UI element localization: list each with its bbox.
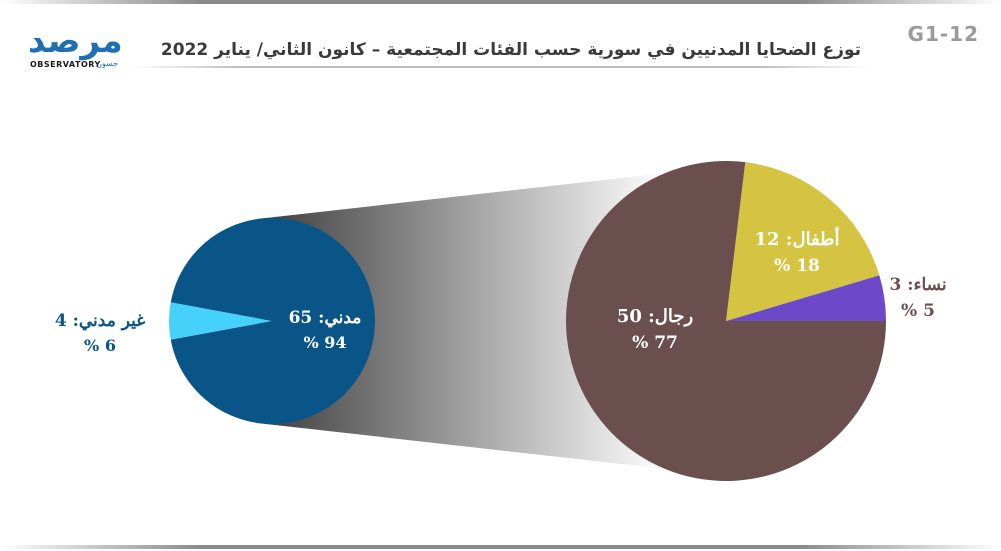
logo-subtitle: OBSERVATORY	[30, 60, 101, 69]
label-civilian-count: مدني: 65	[289, 308, 362, 328]
figure-code: G1-12	[907, 22, 979, 46]
slice-civilian	[170, 217, 375, 425]
chart-title: توزع الضحايا المدنيين في سورية حسب الفئا…	[160, 40, 861, 60]
label-non-civilian-count: غير مدني: 4	[55, 311, 145, 331]
label-men-count: رجال: 50	[617, 306, 693, 327]
bottom-divider	[0, 545, 1001, 549]
label-women-count: نساء: 3	[889, 275, 946, 295]
slice-children	[726, 162, 880, 321]
slice-women	[726, 275, 886, 321]
label-civilian-percent: 94 %	[303, 333, 346, 352]
logo-wordmark: مرصد	[28, 21, 123, 61]
slice-non-civilian	[168, 302, 272, 340]
connector-band	[257, 173, 666, 469]
label-non-civilian-percent: 6 %	[84, 336, 116, 355]
slice-men	[566, 161, 886, 481]
label-children-percent: 18 %	[774, 256, 820, 276]
logo-tag: جسور	[98, 59, 119, 68]
top-divider	[0, 0, 1001, 4]
label-women-percent: 5 %	[901, 301, 935, 321]
title-underline	[130, 66, 870, 68]
label-children-count: أطفال: 12	[755, 227, 840, 250]
label-men-percent: 77 %	[632, 333, 678, 353]
observatory-logo: مرصد OBSERVATORY جسور	[28, 24, 128, 74]
